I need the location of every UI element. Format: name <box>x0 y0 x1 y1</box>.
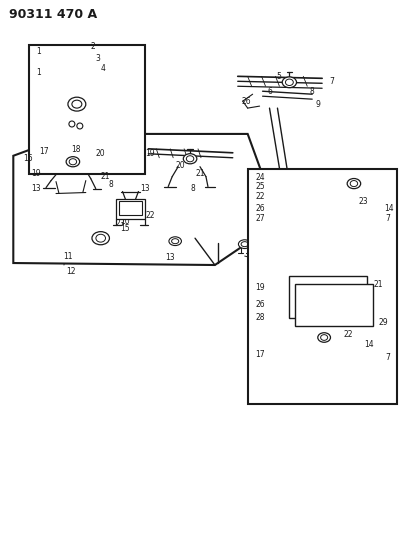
Text: 7: 7 <box>386 353 390 362</box>
Text: 10: 10 <box>120 217 130 226</box>
Text: 22: 22 <box>145 211 155 220</box>
Ellipse shape <box>66 157 80 167</box>
Ellipse shape <box>77 123 83 129</box>
Bar <box>116 199 145 220</box>
Bar <box>295 284 373 326</box>
Text: 1: 1 <box>36 68 41 77</box>
Text: 17: 17 <box>39 147 49 156</box>
Text: 21: 21 <box>374 280 383 289</box>
Text: 18: 18 <box>71 146 80 155</box>
Text: 8: 8 <box>190 184 195 193</box>
Text: 20: 20 <box>96 149 105 158</box>
Polygon shape <box>13 134 280 265</box>
Ellipse shape <box>241 241 248 247</box>
Text: 13: 13 <box>140 184 150 193</box>
Text: 20: 20 <box>175 161 185 170</box>
Ellipse shape <box>316 243 323 249</box>
Text: 9: 9 <box>344 222 349 231</box>
Text: 7: 7 <box>329 77 334 86</box>
Text: 7: 7 <box>386 214 390 223</box>
Text: 1: 1 <box>36 47 41 56</box>
Text: 23: 23 <box>359 197 368 206</box>
Text: 24: 24 <box>256 173 265 182</box>
Text: 4: 4 <box>101 64 106 73</box>
Text: 13: 13 <box>165 253 175 262</box>
Text: 22: 22 <box>344 330 354 339</box>
Text: 19: 19 <box>31 169 41 178</box>
Text: 14: 14 <box>252 255 261 263</box>
Ellipse shape <box>318 333 330 342</box>
Text: 90311 470 A: 90311 470 A <box>9 8 98 21</box>
Text: 21: 21 <box>195 169 204 178</box>
Text: 11: 11 <box>63 252 72 261</box>
Text: 26: 26 <box>256 204 265 213</box>
Bar <box>248 168 397 404</box>
Text: 19: 19 <box>256 284 265 293</box>
Text: 9: 9 <box>315 100 320 109</box>
Ellipse shape <box>312 241 326 251</box>
Ellipse shape <box>172 239 179 244</box>
Text: 15: 15 <box>120 224 130 233</box>
Text: 19: 19 <box>145 149 155 158</box>
Bar <box>118 201 142 215</box>
Text: 28: 28 <box>256 313 265 322</box>
Ellipse shape <box>282 77 296 87</box>
Text: 21: 21 <box>101 172 110 181</box>
Text: 26: 26 <box>256 300 265 309</box>
Ellipse shape <box>183 154 197 164</box>
Ellipse shape <box>350 181 358 187</box>
Text: 8: 8 <box>309 87 314 96</box>
Text: 12: 12 <box>66 268 76 277</box>
Text: 23: 23 <box>116 219 125 228</box>
Text: 6: 6 <box>268 87 272 96</box>
Text: 13: 13 <box>31 184 41 193</box>
Text: 25: 25 <box>256 182 265 191</box>
Ellipse shape <box>96 235 106 242</box>
Text: 8: 8 <box>109 180 113 189</box>
Text: 2: 2 <box>91 42 96 51</box>
Text: 14: 14 <box>384 204 393 213</box>
Ellipse shape <box>68 97 86 111</box>
Text: 3: 3 <box>96 54 101 63</box>
Text: 27: 27 <box>256 214 265 223</box>
Text: 26: 26 <box>242 96 251 106</box>
Text: 5: 5 <box>276 72 281 81</box>
Text: 16: 16 <box>23 154 33 163</box>
Ellipse shape <box>72 100 82 108</box>
Ellipse shape <box>169 237 182 246</box>
Text: 17: 17 <box>256 350 265 359</box>
Text: 29: 29 <box>379 318 388 327</box>
Ellipse shape <box>69 121 75 127</box>
Text: 14: 14 <box>364 340 374 349</box>
Text: 22: 22 <box>256 192 265 201</box>
Ellipse shape <box>69 159 77 165</box>
Ellipse shape <box>347 179 361 189</box>
Bar <box>29 45 145 174</box>
Ellipse shape <box>321 335 328 341</box>
Text: 7: 7 <box>335 231 340 240</box>
Ellipse shape <box>238 240 251 248</box>
Ellipse shape <box>92 232 110 245</box>
Bar <box>289 276 367 318</box>
Ellipse shape <box>186 156 194 162</box>
Ellipse shape <box>286 79 293 85</box>
